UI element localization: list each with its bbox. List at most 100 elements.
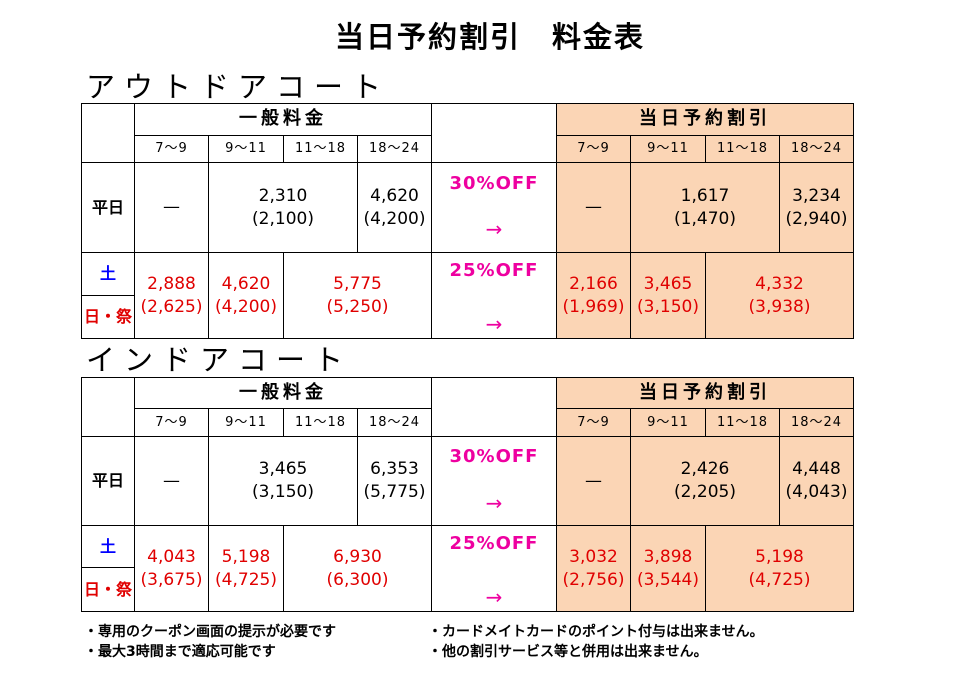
price: 3,234 xyxy=(792,185,841,206)
notes-right: ・カードメイトカードのポイント付与は出来ません。 ・他の割引サービス等と併用は出… xyxy=(428,622,764,662)
outdoor-rate-table: 一般料金 当日予約割引 7～9 9～11 11～18 18～24 7～9 9～1… xyxy=(81,103,854,340)
price: 3,465 xyxy=(643,273,693,294)
time-slot-header: 11～18 xyxy=(283,135,358,163)
discount-price-header: 当日予約割引 xyxy=(556,103,854,136)
price: 1,617 xyxy=(680,185,730,206)
note-item: ・最大3時間まで適応可能です xyxy=(84,644,276,660)
arrow-icon: → xyxy=(485,312,503,337)
price-cell: 5,775 (5,250) xyxy=(283,251,432,340)
price: 5,198 xyxy=(755,546,804,567)
weekday-label: 平日 xyxy=(81,162,135,253)
price-tax-excluded: (3,544) xyxy=(637,569,699,590)
price-cell: 4,620 (4,200) xyxy=(208,251,284,340)
discount-rate-cell: 30%OFF → xyxy=(431,162,557,253)
price-tax-excluded: (1,470) xyxy=(674,208,736,229)
indoor-rate-table: 一般料金 当日予約割引 7～9 9～11 11～18 18～24 7～9 9～1… xyxy=(81,377,854,613)
price-cell-empty: — xyxy=(134,162,209,253)
price-tax-excluded: (2,205) xyxy=(674,482,736,502)
price: 3,032 xyxy=(569,546,618,567)
saturday-label: 土 xyxy=(81,252,135,296)
discount-rate: 30%OFF xyxy=(449,446,539,468)
price-tax-excluded: (3,150) xyxy=(637,296,699,317)
price-cell: 3,898 (3,544) xyxy=(630,524,706,613)
time-slot-header: 9～11 xyxy=(208,135,284,163)
price: 4,620 xyxy=(221,273,271,294)
discount-rate-cell: 25%OFF → xyxy=(431,524,557,613)
price: 6,353 xyxy=(370,459,419,480)
arrow-icon: → xyxy=(485,585,503,610)
price-tax-excluded: (1,969) xyxy=(562,296,625,317)
price-tax-excluded: (5,250) xyxy=(326,296,389,317)
price-tax-excluded: (4,043) xyxy=(785,482,848,502)
arrow-icon: → xyxy=(485,217,503,242)
price-cell: 6,353 (5,775) xyxy=(357,436,432,526)
price-cell: 2,888 (2,625) xyxy=(134,251,209,340)
discount-rate: 25%OFF xyxy=(449,260,539,281)
time-slot-header: 7～9 xyxy=(556,135,631,163)
time-slot-header: 18～24 xyxy=(357,408,432,437)
holiday-label: 日・祭 xyxy=(81,566,135,613)
price-cell: 3,465 (3,150) xyxy=(630,251,706,340)
price: 4,043 xyxy=(147,546,196,567)
price-tax-excluded: (4,200) xyxy=(215,296,277,317)
price-tax-excluded: (2,756) xyxy=(562,569,625,590)
time-slot-header: 7～9 xyxy=(134,408,209,437)
arrow-header-cell xyxy=(431,103,557,163)
price-cell: 2,426 (2,205) xyxy=(630,436,780,526)
price: 2,888 xyxy=(147,273,196,294)
price-cell: 3,032 (2,756) xyxy=(556,524,631,613)
price: 6,930 xyxy=(333,546,382,567)
price-tax-excluded: (3,938) xyxy=(748,296,811,317)
price-cell: 3,234 (2,940) xyxy=(779,162,854,253)
price-tax-excluded: (5,775) xyxy=(363,482,426,502)
price-tax-excluded: (4,725) xyxy=(748,569,811,590)
price-cell: 4,043 (3,675) xyxy=(134,524,209,613)
price: 5,198 xyxy=(221,546,271,567)
discount-rate: 30%OFF xyxy=(449,172,539,194)
page-title: 当日予約割引 料金表 xyxy=(334,20,645,54)
price: 2,310 xyxy=(258,185,308,206)
arrow-header-cell xyxy=(431,377,557,437)
price-tax-excluded: (2,625) xyxy=(140,296,203,317)
time-slot-header: 18～24 xyxy=(779,408,854,437)
discount-rate: 25%OFF xyxy=(449,533,539,554)
indoor-court-title: インドアコート xyxy=(86,343,353,377)
time-slot-header: 7～9 xyxy=(134,135,209,163)
time-slot-header: 11～18 xyxy=(705,408,780,437)
time-slot-header: 18～24 xyxy=(779,135,854,163)
holiday-label: 日・祭 xyxy=(81,294,135,340)
price-cell: 2,166 (1,969) xyxy=(556,251,631,340)
price-cell: 5,198 (4,725) xyxy=(705,524,854,613)
price-tax-excluded: (2,940) xyxy=(785,208,848,229)
price: 3,465 xyxy=(258,459,308,480)
discount-rate-cell: 30%OFF → xyxy=(431,436,557,526)
time-slot-header: 9～11 xyxy=(630,408,706,437)
outdoor-court-title: アウトドアコート xyxy=(86,70,391,104)
note-item: ・専用のクーポン画面の提示が必要です xyxy=(84,624,336,640)
price-cell: 5,198 (4,725) xyxy=(208,524,284,613)
price-cell: 3,465 (3,150) xyxy=(208,436,358,526)
time-slot-header: 9～11 xyxy=(208,408,284,437)
price-cell-empty: — xyxy=(556,162,631,253)
note-item: ・他の割引サービス等と併用は出来ません。 xyxy=(428,644,708,660)
price-tax-excluded: (6,300) xyxy=(326,569,389,590)
price-cell: 1,617 (1,470) xyxy=(630,162,780,253)
price-tax-excluded: (2,100) xyxy=(252,208,314,229)
price: 5,775 xyxy=(333,273,382,294)
price: 3,898 xyxy=(643,546,693,567)
time-slot-header: 11～18 xyxy=(283,408,358,437)
price: 2,426 xyxy=(680,459,730,480)
time-slot-header: 7～9 xyxy=(556,408,631,437)
price-tax-excluded: (3,675) xyxy=(140,569,203,590)
price-cell: 4,620 (4,200) xyxy=(357,162,432,253)
price-cell: 6,930 (6,300) xyxy=(283,524,432,613)
price: 4,448 xyxy=(792,459,841,480)
time-slot-header: 11～18 xyxy=(705,135,780,163)
note-item: ・カードメイトカードのポイント付与は出来ません。 xyxy=(428,624,764,640)
price-cell: 2,310 (2,100) xyxy=(208,162,358,253)
price-cell: 4,332 (3,938) xyxy=(705,251,854,340)
saturday-label: 土 xyxy=(81,525,135,568)
time-slot-header: 9～11 xyxy=(630,135,706,163)
notes-left: ・専用のクーポン画面の提示が必要です ・最大3時間まで適応可能です xyxy=(84,622,336,662)
corner-cell xyxy=(81,103,135,163)
